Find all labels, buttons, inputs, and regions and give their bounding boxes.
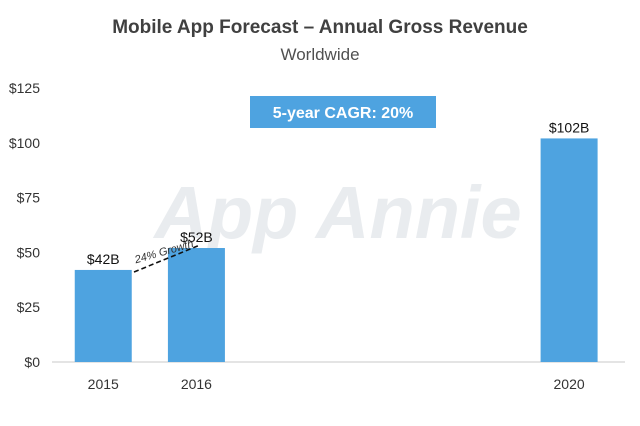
bar-data-label: $52B [180,229,213,245]
cagr-callout-text: 5-year CAGR: 20% [273,105,414,122]
y-tick-label: $125 [9,80,40,96]
bar [540,138,598,362]
x-tick-label: 2015 [88,376,119,392]
growth-line [133,244,201,273]
bar-data-label: $42B [87,251,120,267]
watermark: App Annie [152,171,521,254]
y-tick-label: $100 [9,135,40,151]
cagr-callout-box [250,96,436,128]
y-axis-ticks: $0 $25 $50 $75 $100 $125 [9,80,40,370]
x-axis-ticks: 2015 2016 2020 [88,376,585,392]
bar [74,269,132,362]
chart-title: Mobile App Forecast – Annual Gross Reven… [112,17,528,38]
bars: $42B $52B $102B [74,119,598,362]
bar-data-label: $102B [549,119,589,135]
y-tick-label: $25 [17,299,41,315]
y-tick-label: $0 [24,354,40,370]
bar [167,248,225,362]
cagr-callout: 5-year CAGR: 20% [250,96,436,128]
x-tick-label: 2020 [554,376,585,392]
x-tick-label: 2016 [181,376,212,392]
y-tick-label: $50 [17,244,41,260]
y-tick-label: $75 [17,190,41,206]
chart-subtitle: Worldwide [280,45,359,64]
